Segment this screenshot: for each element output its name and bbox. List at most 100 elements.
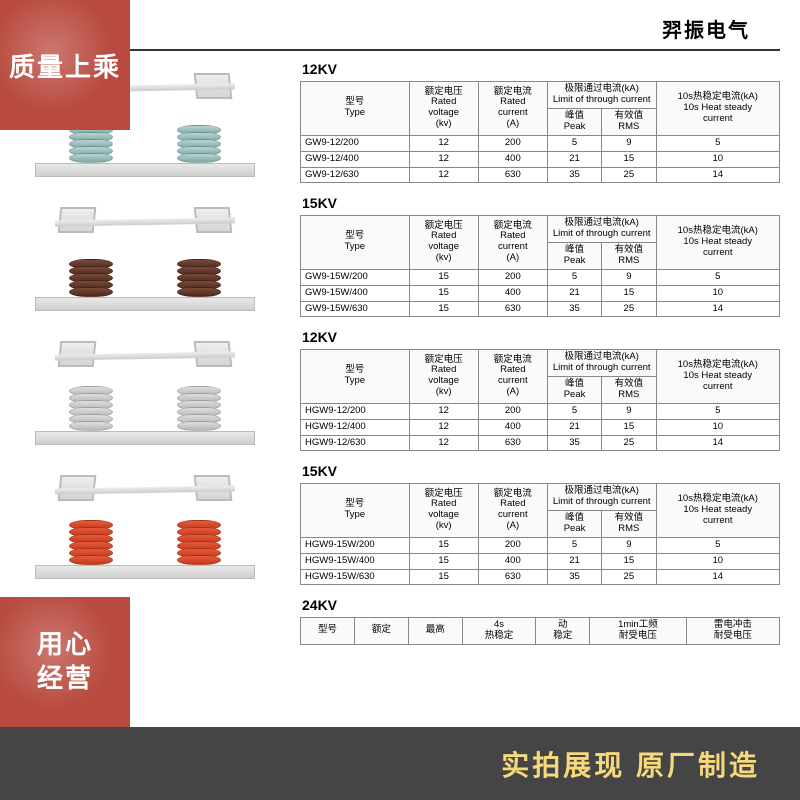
cell-peak: 21 <box>547 553 601 569</box>
cell-model: HGW9-15W/630 <box>301 569 410 585</box>
table-row: GW9-15W/200 15 200 5 9 5 <box>301 269 780 285</box>
cell-current: 400 <box>478 285 547 301</box>
table-row: HGW9-15W/630 15 630 35 25 14 <box>301 569 780 585</box>
dedication-badge-line2: 经营 <box>37 662 93 696</box>
partial-header-cell: 雷电冲击耐受电压 <box>686 618 779 645</box>
cell-voltage: 15 <box>409 569 478 585</box>
dedication-badge: 用心 经营 <box>0 597 130 727</box>
partial-header-cell: 4s热稳定 <box>462 618 536 645</box>
cell-model: HGW9-15W/200 <box>301 537 410 553</box>
table-row: HGW9-12/200 12 200 5 9 5 <box>301 403 780 419</box>
cell-steady: 14 <box>656 167 780 183</box>
table-row: HGW9-12/630 12 630 35 25 14 <box>301 435 780 451</box>
quality-badge: 质量上乘 <box>0 0 130 130</box>
cell-rms: 9 <box>602 135 656 151</box>
table-row: GW9-12/200 12 200 5 9 5 <box>301 135 780 151</box>
cell-peak: 21 <box>547 151 601 167</box>
cell-peak: 21 <box>547 419 601 435</box>
table-row: GW9-12/630 12 630 35 25 14 <box>301 167 780 183</box>
partial-header-cell: 额定 <box>354 618 408 645</box>
isolator-illustration <box>35 201 255 311</box>
footer-bar: 实拍展现 原厂制造 <box>0 727 800 800</box>
spec-section: 15KV 型号Type 额定电压Ratedvoltage(kv) 额定电流Rat… <box>0 459 780 589</box>
cell-peak: 5 <box>547 537 601 553</box>
cell-voltage: 15 <box>409 285 478 301</box>
product-image <box>0 325 290 455</box>
isolator-illustration <box>35 335 255 445</box>
spec-section: 15KV 型号Type 额定电压Ratedvoltage(kv) 额定电流Rat… <box>0 191 780 321</box>
cell-current: 400 <box>478 151 547 167</box>
cell-steady: 10 <box>656 553 780 569</box>
cell-rms: 25 <box>602 301 656 317</box>
cell-rms: 9 <box>602 403 656 419</box>
spec-table: 型号Type 额定电压Ratedvoltage(kv) 额定电流Ratedcur… <box>300 483 780 585</box>
spec-table: 型号Type 额定电压Ratedvoltage(kv) 额定电流Ratedcur… <box>300 81 780 183</box>
kv-title: 15KV <box>302 195 780 211</box>
cell-voltage: 12 <box>409 167 478 183</box>
product-image <box>0 191 290 321</box>
cell-current: 630 <box>478 301 547 317</box>
cell-steady: 5 <box>656 135 780 151</box>
partial-header-cell: 型号 <box>301 618 355 645</box>
quality-badge-text: 质量上乘 <box>9 47 121 84</box>
cell-model: HGW9-15W/400 <box>301 553 410 569</box>
cell-model: GW9-12/630 <box>301 167 410 183</box>
cell-current: 400 <box>478 419 547 435</box>
table-row: HGW9-15W/200 15 200 5 9 5 <box>301 537 780 553</box>
cell-current: 400 <box>478 553 547 569</box>
cell-voltage: 15 <box>409 269 478 285</box>
cell-steady: 5 <box>656 537 780 553</box>
cell-current: 630 <box>478 435 547 451</box>
table-row: GW9-15W/400 15 400 21 15 10 <box>301 285 780 301</box>
cell-steady: 10 <box>656 285 780 301</box>
kv-title: 15KV <box>302 463 780 479</box>
cell-current: 630 <box>478 167 547 183</box>
cell-current: 200 <box>478 135 547 151</box>
cell-steady: 10 <box>656 151 780 167</box>
cell-rms: 25 <box>602 435 656 451</box>
cell-voltage: 12 <box>409 435 478 451</box>
kv-title: 12KV <box>302 61 780 77</box>
cell-peak: 35 <box>547 569 601 585</box>
cell-peak: 5 <box>547 135 601 151</box>
cell-peak: 5 <box>547 269 601 285</box>
cell-model: HGW9-12/200 <box>301 403 410 419</box>
cell-steady: 14 <box>656 301 780 317</box>
partial-header-cell: 1min工频耐受电压 <box>590 618 687 645</box>
cell-steady: 14 <box>656 435 780 451</box>
partial-header-cell: 动稳定 <box>536 618 590 645</box>
partial-header-cell: 最高 <box>408 618 462 645</box>
spec-table-partial: 型号额定最高4s热稳定动稳定1min工频耐受电压雷电冲击耐受电压 <box>300 617 780 645</box>
cell-rms: 15 <box>602 419 656 435</box>
cell-current: 200 <box>478 403 547 419</box>
header-brand: 羿振电气 <box>662 14 750 43</box>
cell-voltage: 12 <box>409 403 478 419</box>
cell-steady: 5 <box>656 269 780 285</box>
cell-rms: 15 <box>602 151 656 167</box>
cell-voltage: 15 <box>409 553 478 569</box>
cell-model: GW9-12/400 <box>301 151 410 167</box>
cell-rms: 25 <box>602 569 656 585</box>
cell-peak: 5 <box>547 403 601 419</box>
table-row: HGW9-15W/400 15 400 21 15 10 <box>301 553 780 569</box>
table-row: HGW9-12/400 12 400 21 15 10 <box>301 419 780 435</box>
dedication-badge-line1: 用心 <box>37 628 93 662</box>
cell-rms: 9 <box>602 537 656 553</box>
isolator-illustration <box>35 469 255 579</box>
cell-rms: 25 <box>602 167 656 183</box>
spec-table: 型号Type 额定电压Ratedvoltage(kv) 额定电流Ratedcur… <box>300 349 780 451</box>
cell-model: GW9-12/200 <box>301 135 410 151</box>
footer-text: 实拍展现 原厂制造 <box>501 744 760 784</box>
cell-voltage: 15 <box>409 301 478 317</box>
kv-title: 12KV <box>302 329 780 345</box>
cell-voltage: 12 <box>409 419 478 435</box>
kv-title: 24KV <box>302 597 780 613</box>
cell-voltage: 15 <box>409 537 478 553</box>
cell-steady: 5 <box>656 403 780 419</box>
cell-model: GW9-15W/400 <box>301 285 410 301</box>
cell-peak: 35 <box>547 301 601 317</box>
cell-rms: 15 <box>602 285 656 301</box>
cell-current: 630 <box>478 569 547 585</box>
table-row: GW9-12/400 12 400 21 15 10 <box>301 151 780 167</box>
cell-current: 200 <box>478 269 547 285</box>
